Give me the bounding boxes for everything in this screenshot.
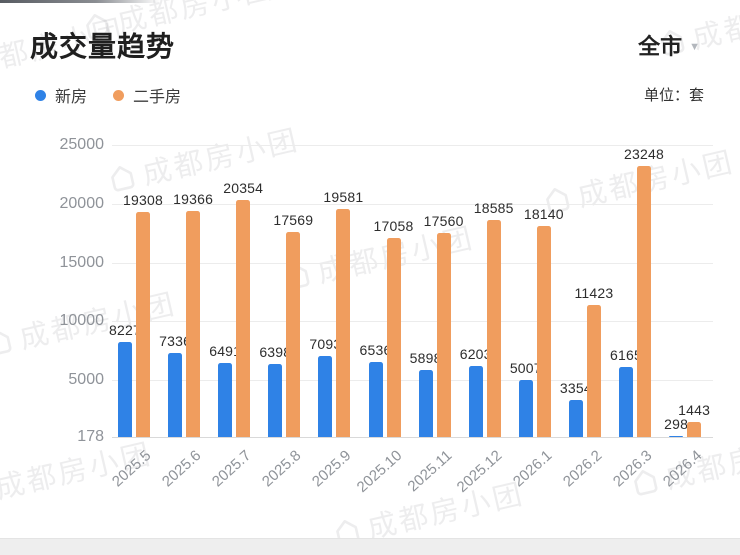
bar-value-label: 7336 [159,332,192,349]
bar-value-label: 6398 [259,343,292,360]
grid-line [112,262,713,264]
bar-resale-home [286,232,301,437]
bar-value-label: 17058 [373,218,414,235]
bar-new-home [368,362,383,437]
bar-resale-home [186,211,201,437]
x-axis-label: 2026.1 [509,447,556,491]
bar-value-label: 19581 [323,188,364,205]
bar-new-home [619,366,633,437]
legend-dot-blue [35,89,46,101]
bar-new-home [318,355,333,437]
x-axis-label: 2025.11 [404,447,455,496]
bar-value-label: 298 [664,415,689,432]
bar-value-label: 20354 [223,179,264,196]
bar-value-label: 8227 [109,322,141,339]
legend-label: 新房 [55,89,88,106]
bar-value-label: 17569 [273,212,314,229]
bar-value-label: 6536 [359,342,392,359]
x-axis-label: 2026.4 [659,447,706,491]
x-axis-label: 2025.5 [108,447,155,491]
bar-value-label: 17560 [423,212,464,229]
bar-new-home [518,380,533,437]
bar-resale-home [586,304,601,437]
legend-dot-orange [113,89,125,101]
chevron-down-icon: ▼ [689,40,700,53]
grid-line [112,437,713,438]
top-edge-shadow [0,0,160,3]
bar-value-label: 11423 [574,284,614,301]
bar-new-home [568,399,583,437]
bar-resale-home [386,238,401,437]
bottom-band [0,538,740,555]
x-axis-label: 2025.10 [353,447,405,496]
chart-legend: 新房 二手房 [35,83,181,107]
bar-value-label: 19366 [173,191,214,208]
bar-new-home [468,366,483,437]
x-axis-label: 2025.12 [453,447,506,496]
bar-value-label: 5007 [509,360,542,377]
bar-resale-home [236,199,251,437]
bar-resale-home [536,225,551,437]
bar-new-home [418,369,433,437]
y-axis-label: 20000 [59,194,105,212]
y-axis-label: 10000 [59,312,105,330]
bar-resale-home [336,208,351,437]
bar-resale-home [136,211,150,437]
bar-new-home [268,363,283,437]
region-dropdown[interactable]: 全市 ▼ [638,29,700,61]
bar-value-label: 18140 [523,205,564,222]
bar-resale-home [687,422,702,437]
bar-value-label: 5898 [409,349,442,366]
bar-value-label: 23248 [624,145,664,162]
bar-resale-home [436,232,451,437]
bar-resale-home [486,220,501,437]
bar-value-label: 18585 [473,200,514,217]
grid-line [112,203,713,205]
bar-value-label: 19308 [123,191,163,208]
x-axis-label: 2025.8 [259,447,305,491]
x-axis-label: 2025.9 [309,447,355,491]
grid-line [112,145,713,146]
x-axis-label: 2025.7 [209,447,255,491]
bar-value-label: 7093 [309,335,342,352]
unit-label: 单位：套 [643,87,704,104]
y-axis-label: 15000 [59,253,105,271]
bar-value-label: 6491 [209,342,242,359]
bar-new-home [118,342,132,437]
page-title: 成交量趋势 [30,31,176,62]
legend-item-resale-home[interactable]: 二手房 [113,83,181,107]
bar-new-home [669,435,684,437]
y-axis-label: 25000 [59,136,105,153]
bar-value-label: 6165 [610,346,642,363]
region-dropdown-label: 全市 [638,34,683,59]
y-axis-label: 178 [77,428,104,445]
legend-label: 二手房 [133,89,182,106]
x-axis-label: 2025.6 [158,447,205,491]
x-axis-label: 2026.2 [559,447,606,491]
legend-item-new-home[interactable]: 新房 [35,83,87,107]
bar-resale-home [637,165,651,437]
bar-new-home [168,352,183,437]
bar-value-label: 1443 [678,402,711,419]
bar-value-label: 3354 [559,379,592,396]
bar-value-label: 6203 [459,346,492,363]
x-axis-label: 2026.3 [609,447,656,491]
grid-line [112,380,713,382]
y-axis-label: 5000 [68,371,104,389]
bar-new-home [218,362,233,437]
grid-line [112,321,713,323]
